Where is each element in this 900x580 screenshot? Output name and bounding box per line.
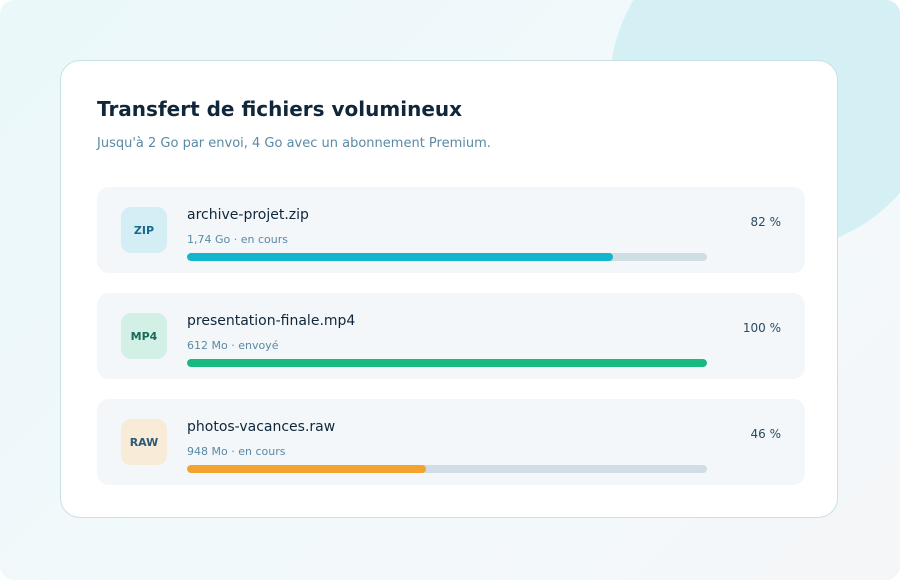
file-name: presentation-finale.mp4 xyxy=(187,313,356,329)
progress-track xyxy=(187,465,707,473)
file-type-badge: RAW xyxy=(121,419,167,465)
file-meta: 1,74 Go · en cours xyxy=(187,233,288,246)
card-subtitle: Jusqu'à 2 Go par envoi, 4 Go avec un abo… xyxy=(97,136,491,151)
progress-track xyxy=(187,253,707,261)
progress-bar xyxy=(187,359,707,367)
file-meta: 612 Mo · envoyé xyxy=(187,339,279,352)
file-row: MP4 presentation-finale.mp4 612 Mo · envoy… xyxy=(97,293,805,379)
file-name: photos-vacances.raw xyxy=(187,419,336,435)
file-row: ZIP archive-projet.zip 1,74 Go · en cours 8… xyxy=(97,187,805,273)
progress-label: 82 % xyxy=(750,215,782,229)
progress-label: 46 % xyxy=(750,427,782,441)
file-row: RAW photos-vacances.raw 948 Mo · en cours 4… xyxy=(97,399,805,485)
progress-track xyxy=(187,359,707,367)
file-type-badge: MP4 xyxy=(121,313,167,359)
file-type-badge: ZIP xyxy=(121,207,167,253)
progress-bar xyxy=(187,465,427,473)
file-meta: 948 Mo · en cours xyxy=(187,445,286,458)
card-title: Transfert de fichiers volumineux xyxy=(97,97,463,121)
progress-label: 100 % xyxy=(742,321,781,335)
upload-card: Transfert de fichiers volumineux Jusqu'à… xyxy=(60,60,838,518)
progress-bar xyxy=(187,253,614,261)
file-name: archive-projet.zip xyxy=(187,207,309,223)
